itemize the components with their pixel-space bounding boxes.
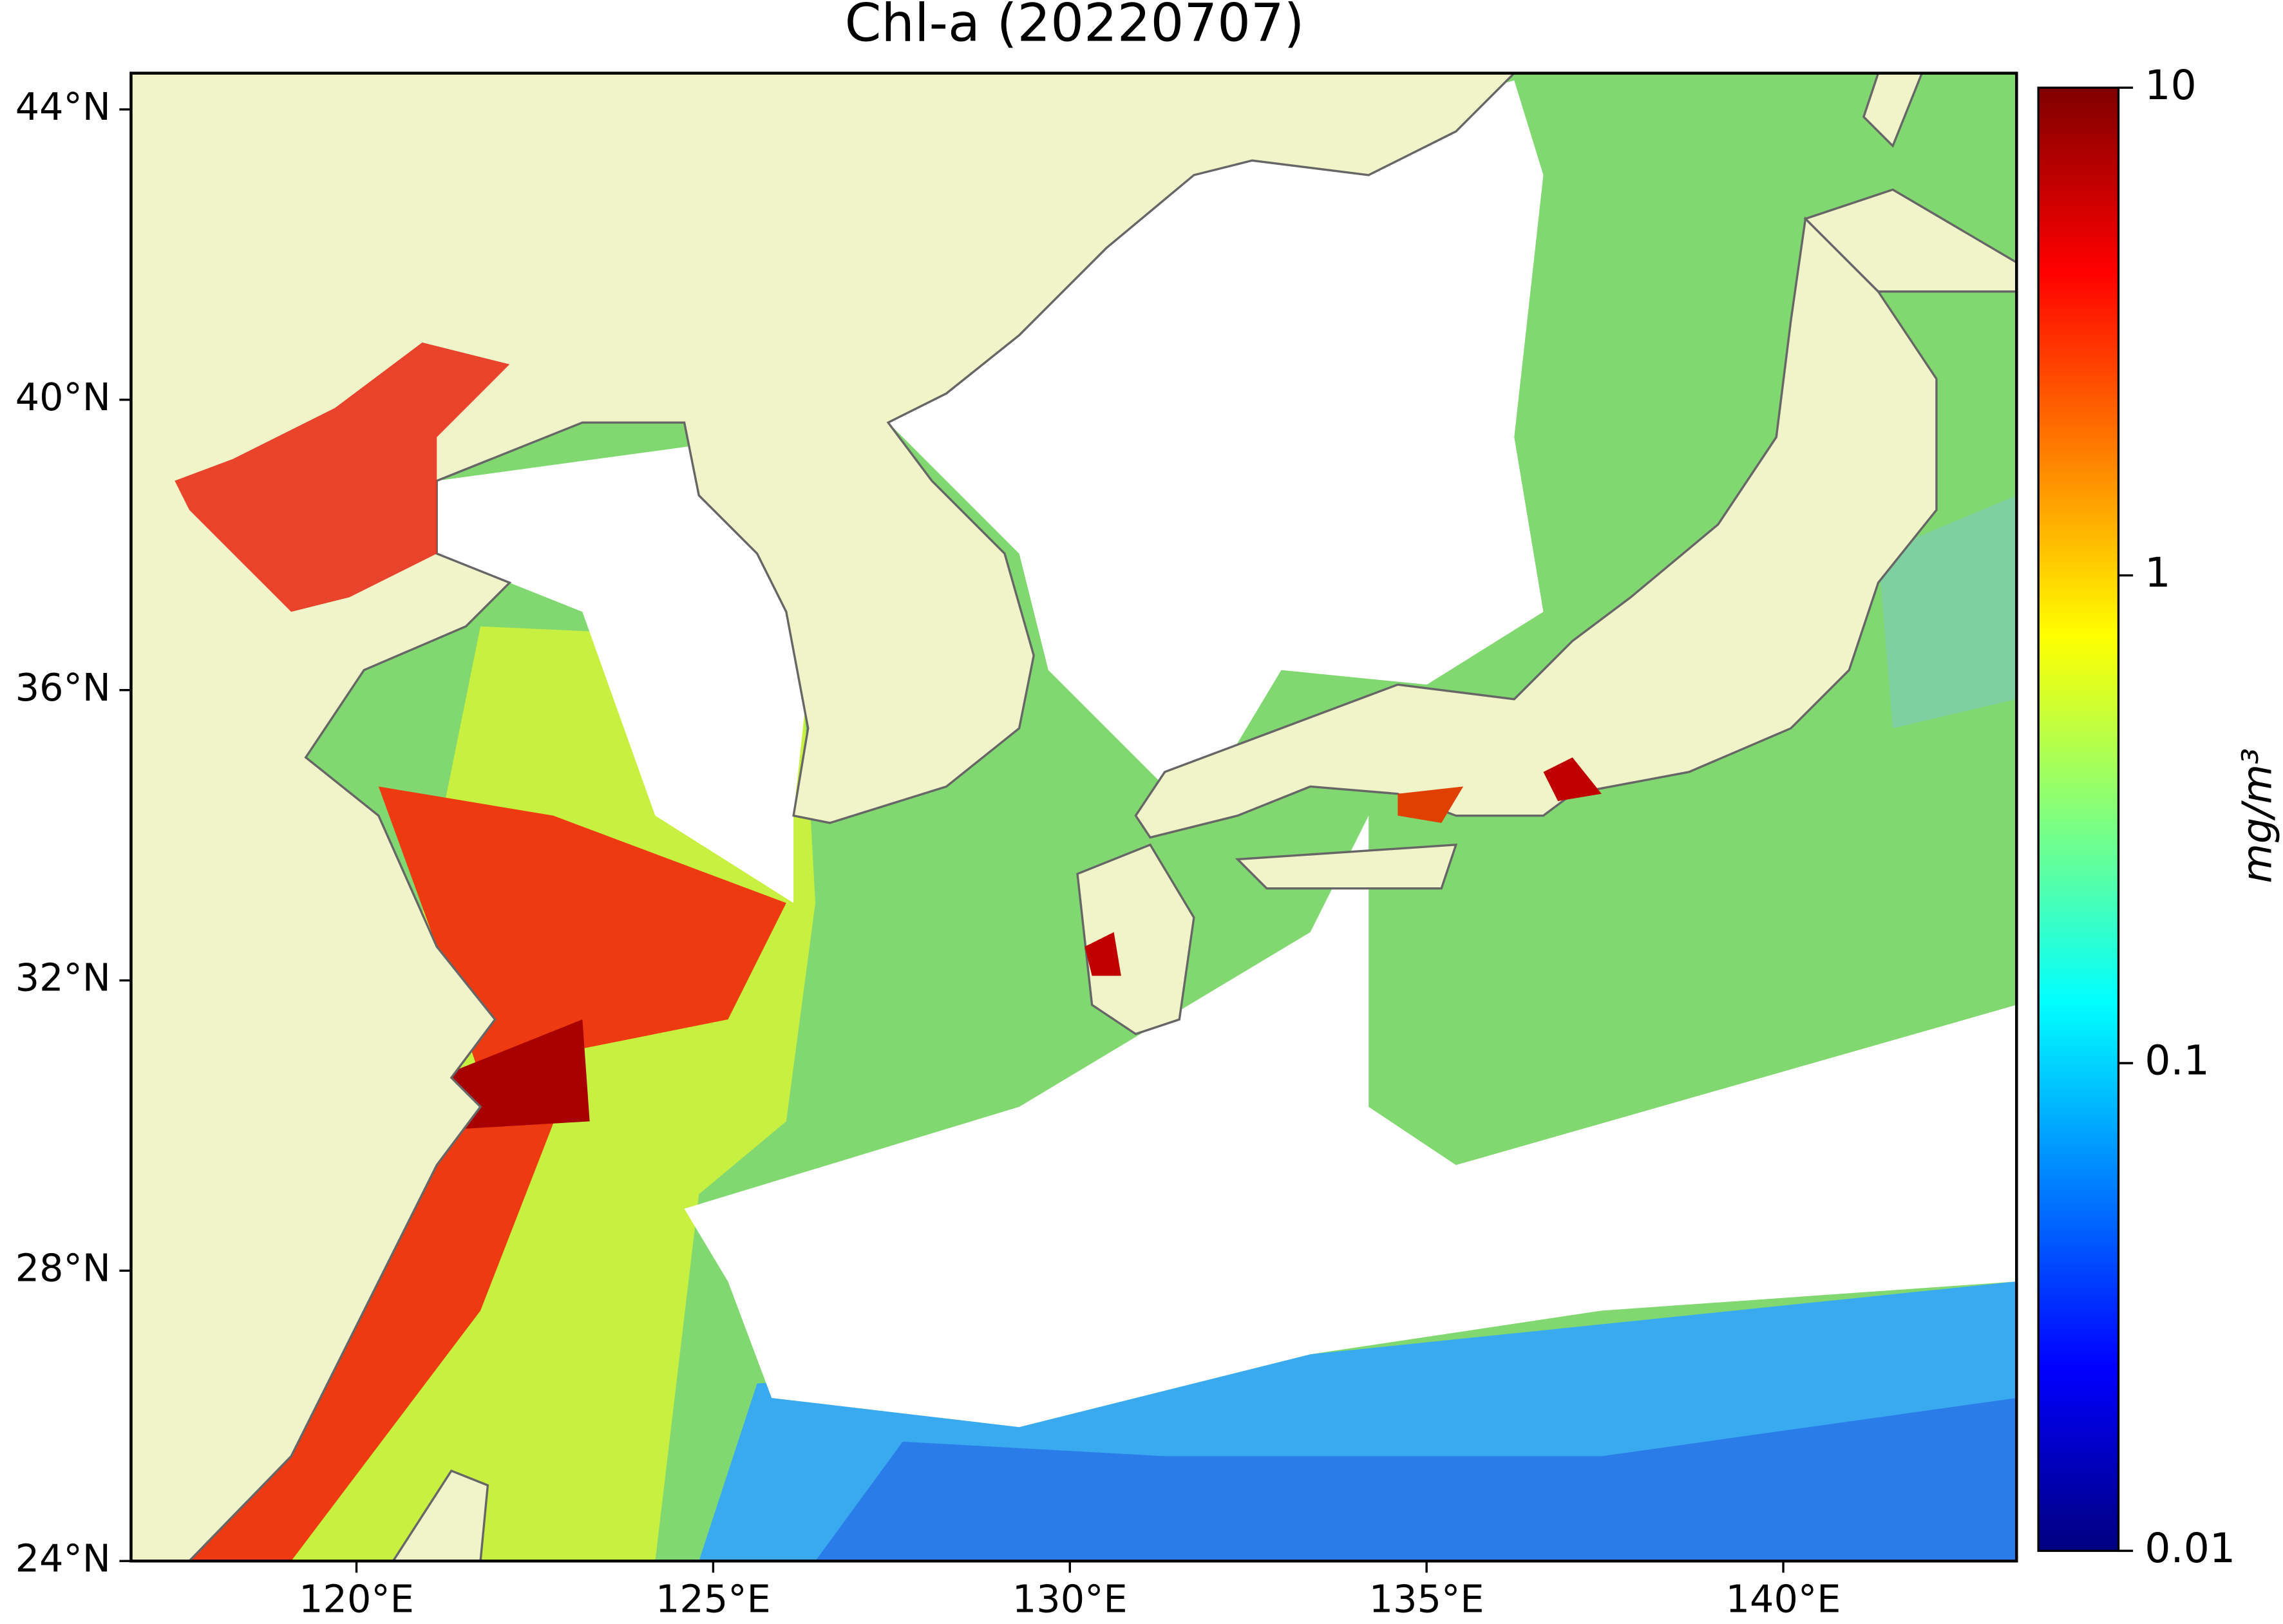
x-tick-label: 125°E: [656, 1577, 771, 1621]
axes: 120°E 125°E 130°E 135°E 140°E 24°N 28°N 32°N 36°…: [15, 61, 2235, 1621]
colorbar-tick-label: 10: [2145, 61, 2197, 109]
bohai-sea: [175, 342, 510, 612]
land: [392, 1469, 489, 1562]
y-tick-label: 32°N: [15, 956, 111, 1000]
sea-lowest: [815, 1397, 2017, 1562]
colorbar-tick-label: 1: [2145, 549, 2170, 596]
y-tick-label: 40°N: [15, 375, 111, 419]
colorbar-tick-label: 0.01: [2145, 1524, 2235, 1572]
x-tick-label: 130°E: [1012, 1577, 1128, 1621]
bay-high: [1397, 786, 1464, 823]
sea-east: [1878, 495, 2017, 729]
x-tick-label: 140°E: [1726, 1577, 1841, 1621]
colorbar-label: mg/m³: [2233, 748, 2280, 883]
sea-high: [189, 786, 786, 1562]
x-tick-label: 135°E: [1369, 1577, 1484, 1621]
map-frame: [129, 71, 2018, 1563]
y-tick-label: 24°N: [15, 1536, 111, 1580]
y-tick-label: 44°N: [15, 84, 111, 129]
y-tick-label: 28°N: [15, 1245, 111, 1290]
map-image: [131, 73, 2017, 1562]
land: [1803, 188, 2017, 293]
land: [1076, 843, 1195, 1035]
land: [131, 73, 1516, 1562]
cloud: [684, 815, 2017, 1428]
cloud: [888, 80, 1544, 816]
cloud: [437, 437, 816, 903]
land: [1134, 216, 1938, 839]
land: [1862, 73, 1924, 148]
colorbar: [2037, 86, 2120, 1553]
bay-high: [1085, 932, 1121, 976]
bay-high: [1543, 757, 1602, 802]
y-tick-label: 36°N: [15, 665, 111, 710]
land: [1235, 844, 1458, 890]
title: Chl-a (20220707): [845, 0, 1305, 54]
colorbar-tick-label: 0.1: [2145, 1037, 2210, 1084]
x-tick-label: 120°E: [299, 1577, 414, 1621]
